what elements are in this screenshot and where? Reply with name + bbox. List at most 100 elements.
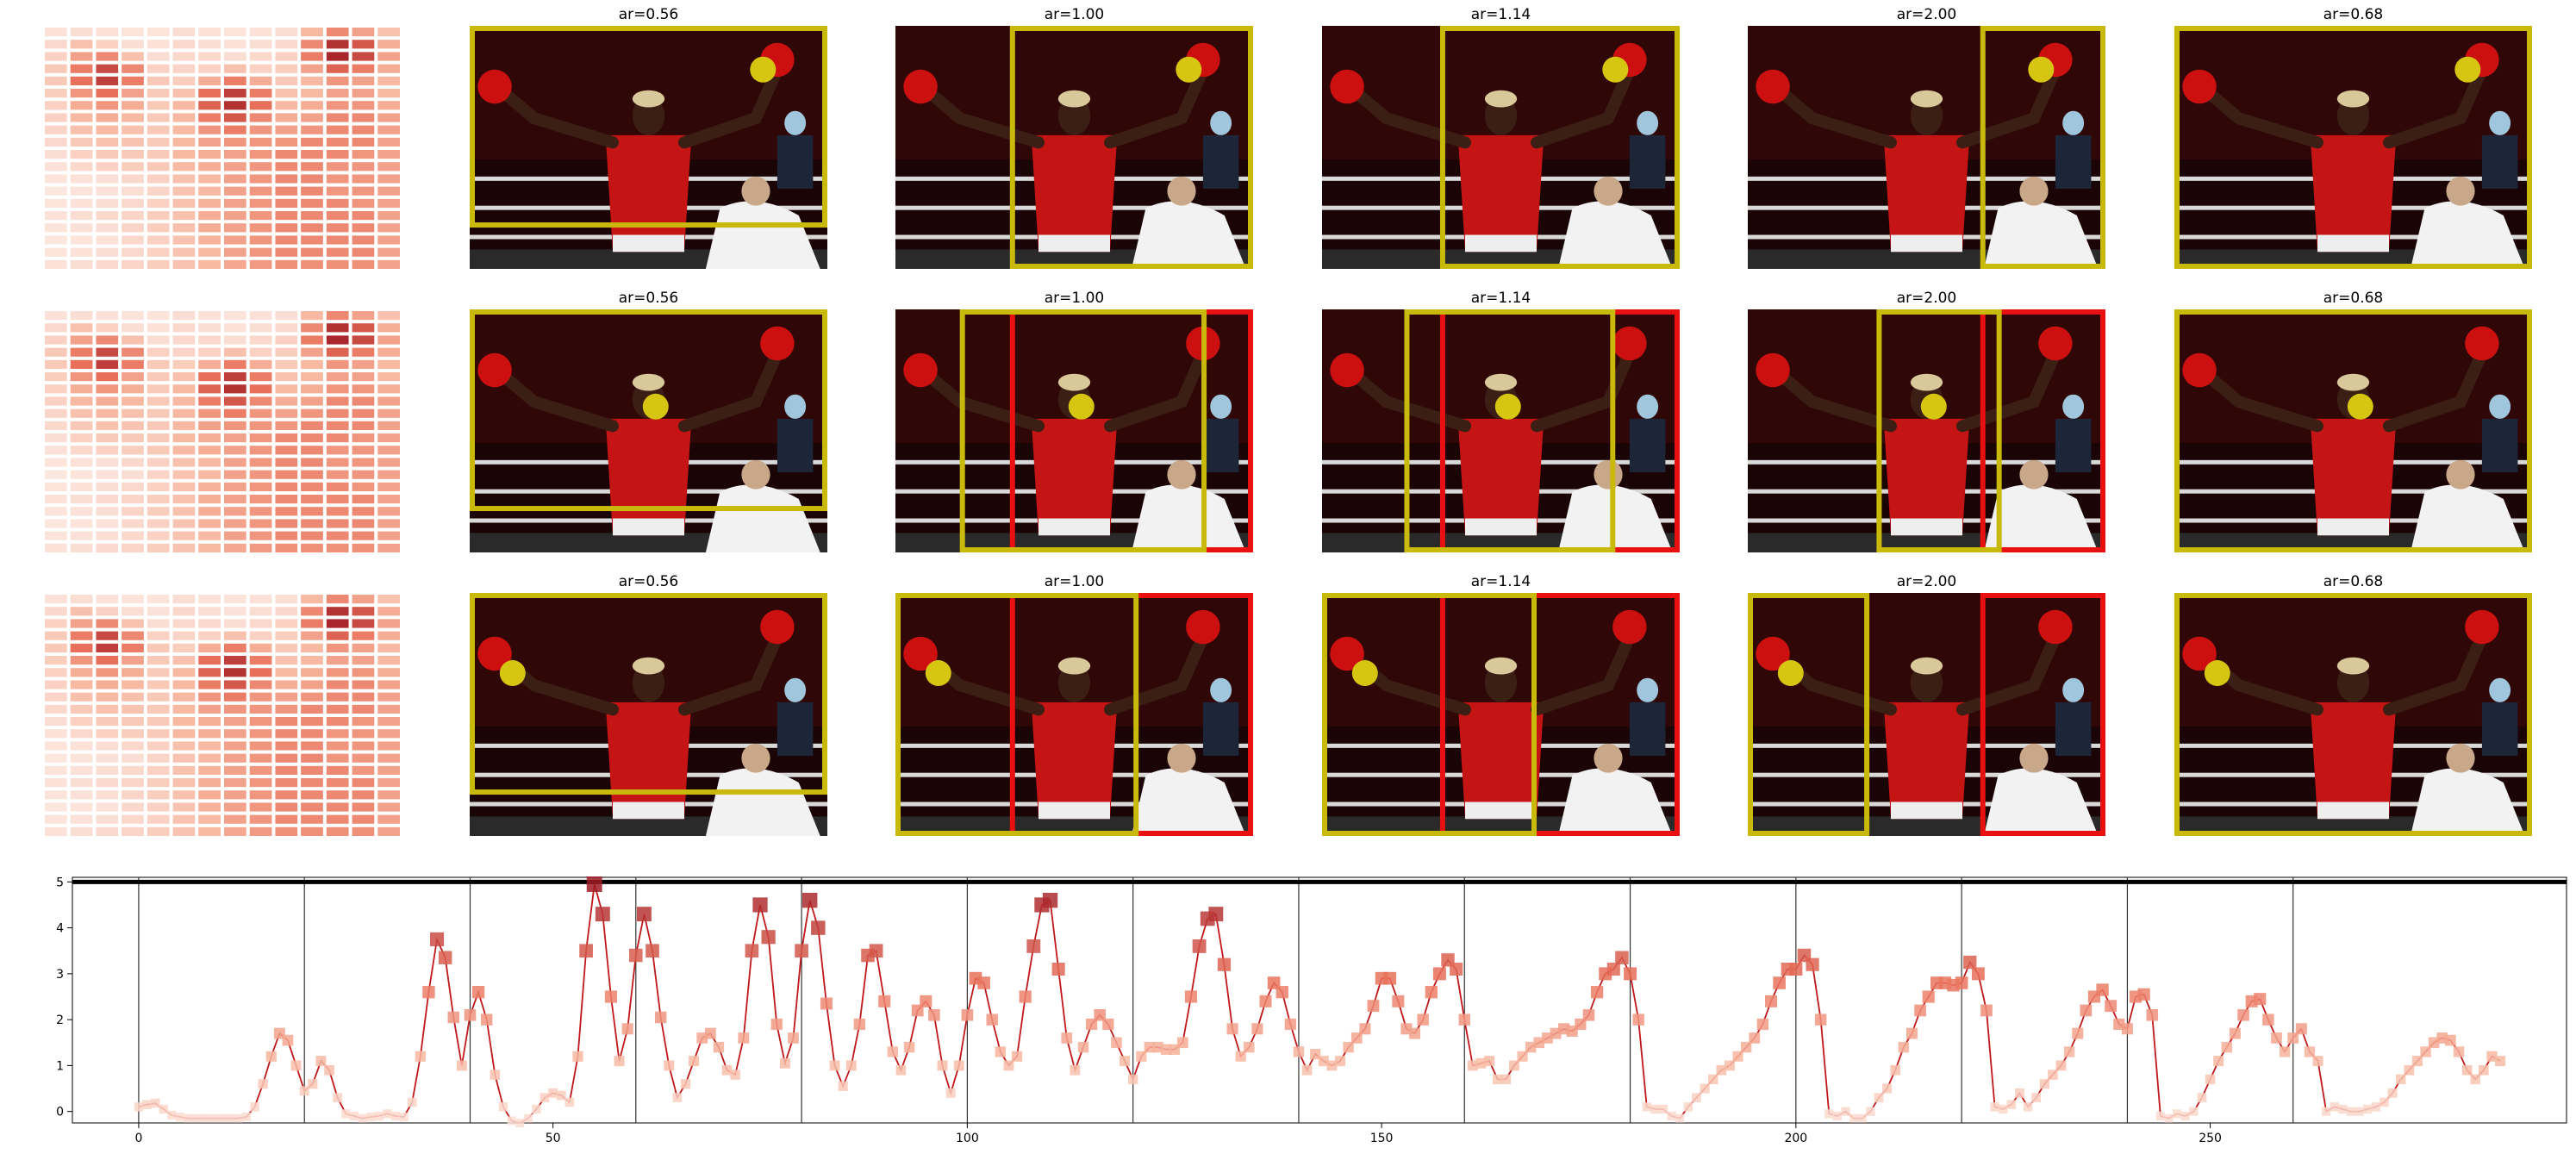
heat-cell: [301, 89, 323, 98]
heat-cell: [249, 692, 272, 702]
heat-cell: [249, 595, 272, 604]
heat-cell: [147, 384, 170, 394]
heat-cell: [352, 826, 375, 836]
heat-cell: [147, 64, 170, 73]
score-point: [745, 944, 759, 958]
score-point: [961, 1009, 974, 1021]
heat-cell: [275, 802, 298, 812]
heat-cell: [198, 656, 221, 665]
heat-cell: [122, 259, 144, 269]
heat-cell: [224, 507, 246, 516]
x-tick-label: 50: [546, 1132, 561, 1145]
heat-cell: [275, 408, 298, 418]
heat-cell: [147, 778, 170, 788]
heat-cell: [301, 619, 323, 628]
heat-cell: [122, 64, 144, 73]
heat-cell: [96, 335, 119, 345]
referee-shirt: [1557, 768, 1673, 836]
score-point: [2063, 1046, 2075, 1057]
boxer-right-arm: [1104, 63, 1209, 149]
heat-cell: [326, 28, 349, 37]
heat-cell: [198, 765, 221, 775]
heat-cell: [96, 458, 119, 467]
score-point: [887, 1046, 899, 1057]
boxer-hair: [632, 657, 665, 675]
heat-cell: [301, 668, 323, 677]
heat-cell: [301, 729, 323, 739]
heat-cell: [224, 446, 246, 455]
score-point: [422, 986, 435, 999]
y-tick-label: 2: [56, 1013, 64, 1027]
heat-cell: [275, 446, 298, 455]
boxer-singlet: [1457, 702, 1544, 820]
heat-cell: [45, 76, 67, 85]
heat-cell: [377, 543, 400, 552]
boxing-glove-left: [1756, 69, 1790, 104]
heat-cell: [275, 607, 298, 616]
heat-cell: [122, 113, 144, 122]
heat-cell: [249, 765, 272, 775]
heat-cell: [352, 692, 375, 702]
heat-cell: [172, 495, 196, 504]
heat-cell: [172, 482, 196, 491]
heat-cell: [198, 40, 221, 49]
heat-cell: [198, 519, 221, 528]
heat-cell: [249, 52, 272, 61]
heat-cell: [96, 717, 119, 727]
heat-cell: [275, 125, 298, 134]
heat-cell: [122, 470, 144, 479]
boxer-waistband: [613, 234, 684, 253]
score-point: [134, 1102, 144, 1112]
heat-cell: [198, 595, 221, 604]
heat-cell: [275, 704, 298, 714]
heat-cell: [45, 113, 67, 122]
heat-cell: [122, 765, 144, 775]
heat-cell: [96, 198, 119, 208]
score-point: [490, 1070, 501, 1080]
heat-cell: [96, 680, 119, 689]
heat-cell: [96, 359, 119, 369]
score-point: [1417, 1013, 1429, 1026]
heat-cell: [326, 543, 349, 552]
heat-cell: [198, 482, 221, 491]
heat-cell: [249, 631, 272, 640]
score-point: [713, 1041, 725, 1053]
heat-cell: [352, 174, 375, 184]
score-point: [1650, 1104, 1660, 1114]
heat-cell: [96, 211, 119, 221]
heat-cell: [326, 421, 349, 430]
heat-cell: [172, 741, 196, 751]
heat-cell: [96, 790, 119, 800]
heat-cell: [224, 814, 246, 824]
heat-cell: [249, 656, 272, 665]
official-mask: [1637, 394, 1659, 419]
score-point: [2312, 1056, 2323, 1067]
score-point: [1177, 1037, 1188, 1049]
heat-cell: [352, 470, 375, 479]
heat-cell: [249, 396, 272, 406]
heat-cell: [352, 433, 375, 443]
score-point: [1026, 939, 1041, 953]
score-point: [167, 1110, 177, 1120]
heat-cell: [198, 162, 221, 172]
heat-cell: [326, 359, 349, 369]
score-point: [1293, 1046, 1305, 1057]
score-point: [447, 1011, 460, 1024]
heat-cell: [172, 211, 196, 221]
heat-cell: [377, 826, 400, 836]
heat-cell: [275, 323, 298, 333]
heat-cell: [45, 470, 67, 479]
heat-cell: [45, 396, 67, 406]
heat-cell: [377, 656, 400, 665]
heat-cell: [147, 408, 170, 418]
official-suit: [777, 418, 814, 472]
score-point: [1019, 990, 1032, 1003]
heat-cell: [172, 113, 196, 122]
heat-cell: [377, 519, 400, 528]
heat-cell: [198, 704, 221, 714]
heat-cell: [172, 433, 196, 443]
heat-cell: [301, 680, 323, 689]
score-point: [234, 1113, 243, 1123]
heat-cell: [198, 543, 221, 552]
score-point: [1310, 1048, 1321, 1060]
